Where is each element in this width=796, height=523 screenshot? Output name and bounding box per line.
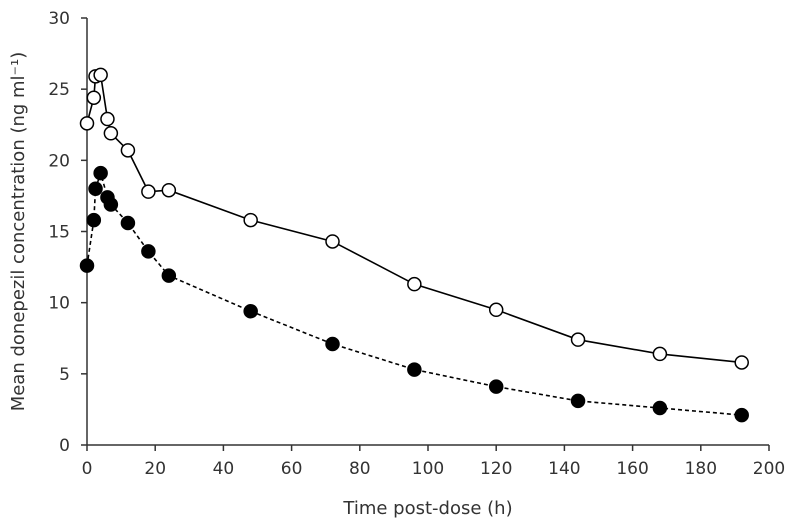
y-tick-label: 15 [48, 223, 70, 243]
series-1-line [86, 73, 742, 364]
x-tick-label: 120 [480, 459, 512, 479]
series-2-point [652, 400, 668, 416]
series-2-point [488, 379, 504, 394]
series-2-point [120, 215, 136, 231]
series-2-point [325, 336, 340, 352]
series-2-point [407, 362, 422, 377]
y-tick-label: 25 [48, 80, 70, 100]
series-2-point [570, 393, 586, 409]
axes: 0 20 40 60 80 100 120 140 160 180 200 0 5 10 15 20 25 30 [48, 9, 785, 479]
y-tick-label: 0 [59, 436, 70, 456]
x-tick-label: 20 [144, 459, 166, 479]
series-2-point [734, 407, 749, 423]
x-tick-label: 180 [685, 459, 717, 479]
series-2-point [161, 268, 177, 283]
series-1-point [570, 332, 586, 347]
y-tick-label: 10 [48, 294, 70, 314]
x-axis-title: Time post-dose (h) [342, 498, 512, 519]
x-tick-label: 0 [82, 459, 93, 479]
series-2 [79, 165, 749, 423]
series-2-line [86, 170, 742, 416]
series-1-point [120, 143, 136, 158]
series-1-point [407, 276, 422, 292]
series-2-point [79, 258, 95, 273]
series-1-point [141, 184, 156, 199]
series-1-point [325, 234, 340, 249]
x-tick-label: 60 [281, 459, 303, 479]
series-1-point [79, 116, 95, 131]
series-1-point [243, 212, 258, 228]
x-tick-label: 40 [213, 459, 235, 479]
y-axis-title: Mean donepezil concentration (ng ml⁻¹) [8, 52, 29, 412]
y-tick-label: 30 [48, 9, 70, 29]
y-tick-label: 20 [48, 151, 70, 171]
series-1-point [100, 111, 115, 127]
series-2-point [93, 165, 108, 181]
series-1-point [86, 90, 102, 105]
series-1-point [103, 126, 119, 141]
series-2-point [141, 244, 156, 259]
x-ticks: 0 20 40 60 80 100 120 140 160 180 200 [82, 445, 785, 479]
series-1-point [652, 346, 668, 362]
series-layer [79, 67, 749, 423]
x-tick-label: 80 [349, 459, 371, 479]
series-2-point [243, 303, 258, 319]
series-2-point [88, 181, 103, 197]
series-2-point [86, 212, 102, 228]
y-tick-label: 5 [59, 365, 70, 385]
y-ticks: 0 5 10 15 20 25 30 [48, 9, 87, 456]
x-tick-label: 160 [616, 459, 648, 479]
series-1 [79, 67, 749, 370]
series-2-point [103, 197, 119, 212]
series-1-point [161, 182, 177, 198]
x-tick-label: 200 [753, 459, 785, 479]
series-1-point [734, 355, 749, 370]
x-tick-label: 100 [412, 459, 444, 479]
series-1-point [93, 67, 108, 83]
series-1-point [488, 302, 504, 318]
x-tick-label: 140 [548, 459, 580, 479]
